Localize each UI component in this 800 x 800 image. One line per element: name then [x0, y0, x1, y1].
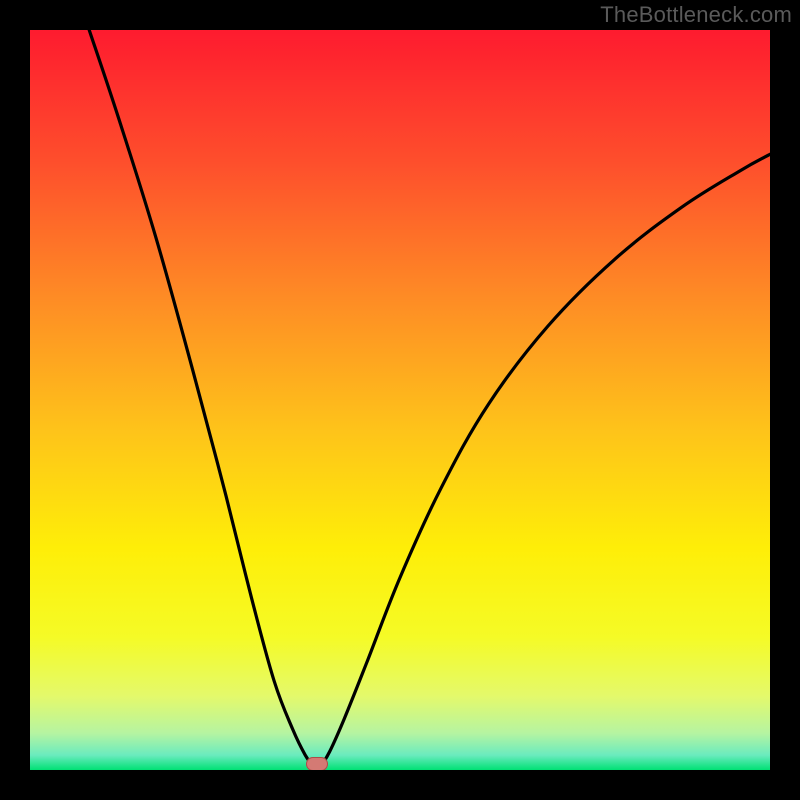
chart-frame: TheBottleneck.com	[0, 0, 800, 800]
curve-right-branch	[321, 154, 770, 766]
bottleneck-curve	[30, 30, 770, 770]
curve-left-branch	[89, 30, 313, 766]
optimum-marker	[306, 757, 328, 770]
watermark-text: TheBottleneck.com	[600, 2, 792, 28]
plot-area	[30, 30, 770, 770]
